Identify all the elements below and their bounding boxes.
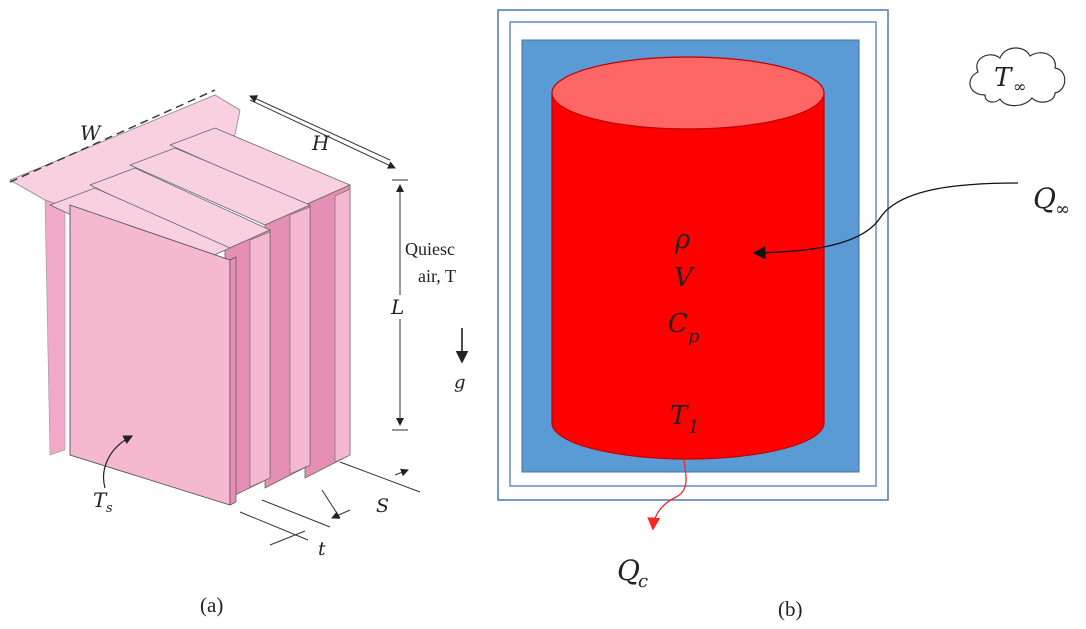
q-inf-arrow xyxy=(752,182,1019,260)
quiescent-label-1: Quiesc xyxy=(405,239,455,259)
s-ext-1 xyxy=(339,461,421,493)
prop-t1-sub: 1 xyxy=(688,417,699,438)
prop-t1: T xyxy=(670,401,689,431)
s-ext-2 xyxy=(321,489,341,519)
fin-array-panel: W H L Quiesc air, T g T s S t (a) xyxy=(9,89,469,617)
prop-cp-sub: p xyxy=(688,326,700,347)
label-ts: T xyxy=(93,488,108,512)
label-h: H xyxy=(311,131,330,155)
caption-a: (a) xyxy=(200,593,223,617)
caption-b: (b) xyxy=(778,597,803,621)
cloud-label-sub: ∞ xyxy=(1013,77,1026,96)
label-s: S xyxy=(376,495,389,517)
label-ts-sub: s xyxy=(106,501,113,516)
label-q-inf: Q xyxy=(1033,182,1056,215)
t-ext-2 xyxy=(239,511,309,541)
fin-4 xyxy=(168,127,352,479)
t-ext-1 xyxy=(261,499,331,528)
base-top xyxy=(9,94,241,206)
cloud-label: T xyxy=(994,63,1013,93)
tank-panel: ρ V C p T 1 Q ∞ Q c T ∞ (b) xyxy=(497,9,1070,621)
label-g: g xyxy=(454,372,466,393)
cylinder-body xyxy=(551,92,825,460)
label-t: t xyxy=(318,538,326,560)
label-q-inf-sub: ∞ xyxy=(1055,199,1070,220)
t-line xyxy=(269,530,306,546)
q-c-arrow xyxy=(647,459,687,531)
fin-1 xyxy=(48,187,237,506)
label-w: W xyxy=(80,121,102,145)
cylinder-top xyxy=(551,56,825,130)
h-dimension-line-rev xyxy=(249,95,391,161)
ts-arrow xyxy=(103,435,134,489)
prop-cp: C xyxy=(668,309,688,339)
prop-v: V xyxy=(674,263,695,293)
ambient-cloud xyxy=(969,47,1066,107)
h-dimension-line xyxy=(249,99,396,169)
label-q-c: Q xyxy=(617,554,640,587)
label-l: L xyxy=(390,295,404,319)
label-q-c-sub: c xyxy=(638,571,648,592)
base-plate xyxy=(44,197,66,456)
s-arrow-2 xyxy=(331,509,351,519)
w-dimension-line xyxy=(9,89,216,183)
prop-rho: ρ xyxy=(674,225,691,255)
quiescent-label-2: air, T xyxy=(418,266,456,286)
s-arrow-1 xyxy=(394,468,409,477)
